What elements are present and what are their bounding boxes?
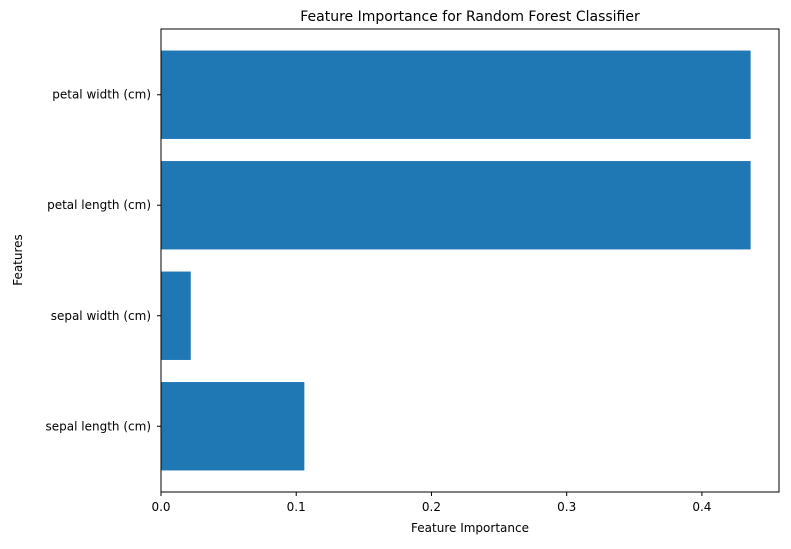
x-tick-label: 0.0 — [151, 500, 170, 514]
chart-title: Feature Importance for Random Forest Cla… — [300, 9, 640, 25]
y-tick-label: petal width (cm) — [52, 88, 151, 102]
x-tick-label: 0.1 — [287, 500, 306, 514]
x-tick-label: 0.3 — [557, 500, 576, 514]
x-axis: 0.0 0.1 0.2 0.3 0.4 — [151, 492, 711, 514]
bar-1 — [161, 271, 191, 360]
y-axis-label: Features — [11, 234, 25, 286]
y-axis: sepal length (cm) sepal width (cm) petal l… — [46, 88, 161, 433]
x-axis-label: Feature Importance — [411, 521, 529, 535]
bar-2 — [161, 161, 751, 250]
x-tick-label: 0.4 — [692, 500, 711, 514]
bars-layer — [161, 50, 751, 471]
x-tick-label: 0.2 — [422, 500, 441, 514]
y-tick-label: sepal length (cm) — [46, 419, 151, 433]
plot-frame — [160, 28, 780, 493]
y-tick-label: petal length (cm) — [47, 198, 151, 212]
y-tick-label: sepal width (cm) — [51, 309, 151, 323]
bar-3 — [161, 50, 751, 139]
bar-0 — [161, 382, 305, 471]
